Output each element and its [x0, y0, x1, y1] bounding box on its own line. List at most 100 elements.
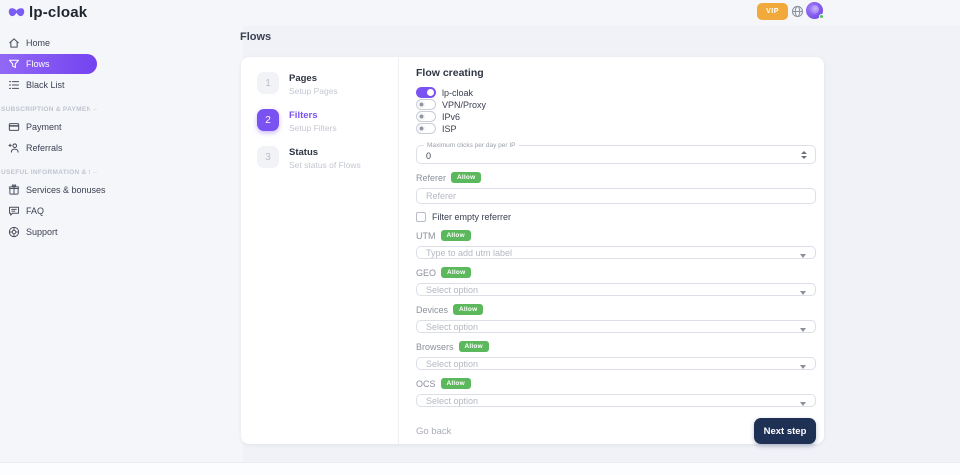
ipv6-toggle[interactable]	[416, 111, 436, 122]
sidebar-item-label: Home	[26, 38, 51, 48]
sidebar-item-label: FAQ	[26, 206, 45, 216]
step-title: Filters	[289, 110, 318, 121]
checkbox-label: Filter empty referrer	[432, 212, 512, 223]
referer-allow-badge[interactable]: Allow	[451, 172, 482, 183]
vip-button[interactable]: VIP	[757, 3, 788, 20]
form-footer: Go back Next step	[416, 418, 816, 445]
step-subtitle: Setup Filters	[289, 123, 337, 133]
ocs-label-row: OCS Allow	[416, 378, 816, 390]
logo[interactable]: lp-cloak	[8, 4, 87, 21]
chevron-down-icon	[800, 254, 806, 259]
toggle-label: VPN/Proxy	[442, 99, 487, 110]
logo-text: lp-cloak	[29, 4, 88, 21]
select-placeholder: Type to add utm label	[426, 247, 513, 258]
toggle-row-vpn-proxy[interactable]: VPN/Proxy	[416, 99, 816, 110]
sidebar-item-support[interactable]: Support	[0, 222, 97, 242]
section-title: USEFUL INFORMATION & SUPPORT	[1, 169, 90, 176]
select-placeholder: Select option	[426, 358, 479, 369]
list-icon	[8, 79, 20, 91]
top-bar: lp-cloak VIP	[0, 0, 960, 26]
sidebar-item-label: Services & bonuses	[26, 185, 106, 195]
user-plus-icon	[8, 142, 20, 154]
browsers-label-row: Browsers Allow	[416, 341, 816, 353]
vpn-proxy-toggle[interactable]	[416, 99, 436, 110]
geo-label: GEO	[416, 267, 437, 278]
utm-allow-badge[interactable]: Allow	[440, 230, 471, 242]
utm-label-row: UTM Allow	[416, 230, 816, 242]
bottom-strip	[0, 462, 960, 475]
toggle-knob	[427, 89, 434, 96]
chevron-down-icon	[800, 402, 806, 407]
sidebar-item-payment[interactable]: Payment	[0, 117, 97, 137]
isp-toggle[interactable]	[416, 123, 436, 134]
filter-empty-referrer-row[interactable]: Filter empty referrer	[416, 212, 816, 223]
form-title: Flow creating	[416, 67, 484, 79]
gift-icon	[8, 184, 20, 196]
sidebar-item-flows[interactable]: Flows	[0, 54, 97, 74]
step-number-badge: 1	[257, 72, 279, 94]
lp-cloak-toggle[interactable]	[416, 87, 436, 98]
step-title: Status	[289, 147, 319, 158]
utm-select[interactable]: Type to add utm label	[416, 246, 816, 260]
ocs-allow-badge[interactable]: Allow	[440, 378, 471, 390]
home-icon	[8, 37, 20, 49]
steps-panel: 1 Pages Setup Pages 2 Filters Setup Filt…	[241, 57, 399, 444]
select-placeholder: Select option	[426, 284, 479, 295]
devices-select[interactable]: Select option	[416, 320, 816, 334]
flow-creation-card: 1 Pages Setup Pages 2 Filters Setup Filt…	[241, 57, 824, 445]
sidebar-item-label: Flows	[26, 59, 50, 69]
max-clicks-input[interactable]	[417, 147, 815, 165]
page-title: Flows	[240, 31, 272, 43]
browsers-allow-badge[interactable]: Allow	[458, 341, 489, 353]
language-globe-icon[interactable]	[791, 5, 804, 18]
referer-label-row: Referer Allow	[416, 172, 816, 183]
step-number-badge: 2	[257, 109, 279, 131]
go-back-button[interactable]: Go back	[416, 425, 452, 437]
chevron-down-icon	[800, 328, 806, 333]
filter-empty-referrer-checkbox[interactable]	[416, 212, 426, 223]
sidebar-item-services-bonuses[interactable]: Services & bonuses	[0, 180, 106, 200]
toggle-label: ISP	[442, 123, 457, 134]
referer-input[interactable]	[416, 188, 816, 205]
browsers-label: Browsers	[416, 341, 454, 352]
sidebar-item-label: Black List	[26, 80, 65, 90]
mask-logo-icon	[8, 7, 25, 18]
section-title: SUBSCRIPTION & PAYMENTS	[1, 106, 90, 113]
sidebar-item-faq[interactable]: FAQ	[0, 201, 97, 221]
next-step-button[interactable]: Next step	[754, 418, 816, 445]
browsers-select[interactable]: Select option	[416, 357, 816, 371]
sidebar-section-subscription: SUBSCRIPTION & PAYMENTS	[0, 106, 97, 113]
step-filters[interactable]: 2 Filters Setup Filters	[257, 109, 398, 133]
online-status-dot	[819, 14, 824, 19]
sidebar-item-black-list[interactable]: Black List	[0, 75, 97, 95]
toggle-knob	[418, 125, 425, 132]
devices-label: Devices	[416, 304, 449, 315]
toggle-row-lp-cloak[interactable]: lp-cloak	[416, 87, 816, 98]
step-title: Pages	[289, 73, 317, 84]
step-number-badge: 3	[257, 146, 279, 168]
sidebar-item-home[interactable]: Home	[0, 33, 97, 53]
ocs-select[interactable]: Select option	[416, 394, 816, 408]
sidebar-item-label: Support	[26, 227, 58, 237]
ocs-label: OCS	[416, 378, 436, 389]
user-avatar[interactable]	[806, 2, 824, 19]
step-pages[interactable]: 1 Pages Setup Pages	[257, 72, 398, 96]
step-status[interactable]: 3 Status Set status of Flows	[257, 146, 398, 170]
select-placeholder: Select option	[426, 321, 479, 332]
max-clicks-label: Maximum clicks per day per IP	[424, 142, 519, 149]
sidebar-item-referrals[interactable]: Referrals	[0, 138, 97, 158]
funnel-icon	[8, 58, 20, 70]
toggle-row-ipv6[interactable]: IPv6	[416, 111, 816, 122]
toggle-knob	[418, 113, 425, 120]
geo-label-row: GEO Allow	[416, 267, 816, 279]
toggle-label: lp-cloak	[442, 87, 474, 98]
number-stepper-icon[interactable]	[801, 151, 807, 159]
step-subtitle: Setup Pages	[289, 86, 338, 96]
geo-select[interactable]: Select option	[416, 283, 816, 297]
max-clicks-field: Maximum clicks per day per IP	[416, 142, 816, 165]
sidebar-item-label: Referrals	[26, 143, 63, 153]
geo-allow-badge[interactable]: Allow	[441, 267, 472, 279]
devices-allow-badge[interactable]: Allow	[453, 304, 484, 316]
toggle-row-isp[interactable]: ISP	[416, 123, 816, 134]
